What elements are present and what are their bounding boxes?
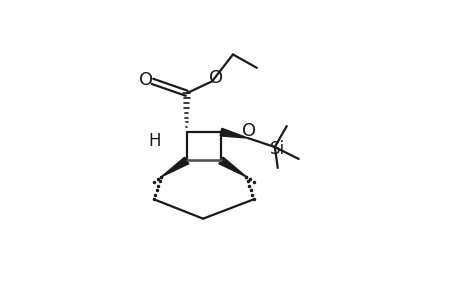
Polygon shape (220, 128, 247, 138)
Text: O: O (242, 122, 256, 140)
Text: H: H (148, 132, 160, 150)
Polygon shape (218, 157, 246, 177)
Text: Si: Si (269, 140, 285, 158)
Polygon shape (161, 157, 188, 177)
Text: O: O (208, 69, 223, 87)
Text: O: O (139, 71, 152, 89)
